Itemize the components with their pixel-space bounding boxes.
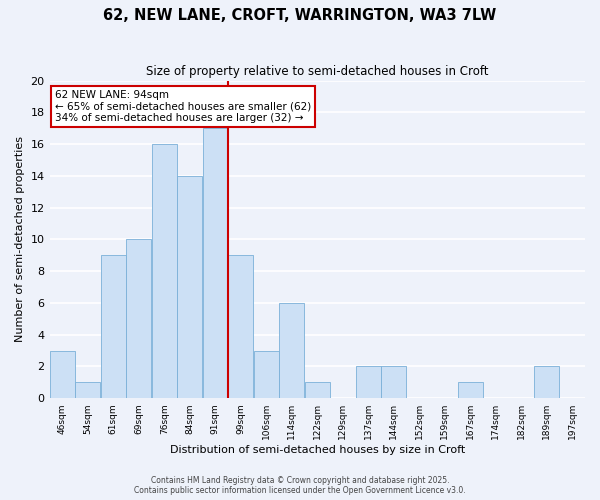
- Bar: [76, 382, 100, 398]
- Bar: [127, 240, 151, 398]
- Text: Contains HM Land Registry data © Crown copyright and database right 2025.
Contai: Contains HM Land Registry data © Crown c…: [134, 476, 466, 495]
- Bar: [203, 128, 227, 398]
- Bar: [458, 382, 482, 398]
- Bar: [280, 303, 304, 398]
- Bar: [305, 382, 329, 398]
- Text: 62 NEW LANE: 94sqm
← 65% of semi-detached houses are smaller (62)
34% of semi-de: 62 NEW LANE: 94sqm ← 65% of semi-detache…: [55, 90, 311, 124]
- Bar: [382, 366, 406, 398]
- Bar: [152, 144, 176, 398]
- Bar: [535, 366, 559, 398]
- Bar: [101, 256, 125, 398]
- Bar: [229, 256, 253, 398]
- Title: Size of property relative to semi-detached houses in Croft: Size of property relative to semi-detach…: [146, 65, 488, 78]
- Text: 62, NEW LANE, CROFT, WARRINGTON, WA3 7LW: 62, NEW LANE, CROFT, WARRINGTON, WA3 7LW: [103, 8, 497, 22]
- Bar: [356, 366, 380, 398]
- Bar: [254, 350, 278, 398]
- Bar: [50, 350, 74, 398]
- Bar: [178, 176, 202, 398]
- Y-axis label: Number of semi-detached properties: Number of semi-detached properties: [15, 136, 25, 342]
- X-axis label: Distribution of semi-detached houses by size in Croft: Distribution of semi-detached houses by …: [170, 445, 465, 455]
